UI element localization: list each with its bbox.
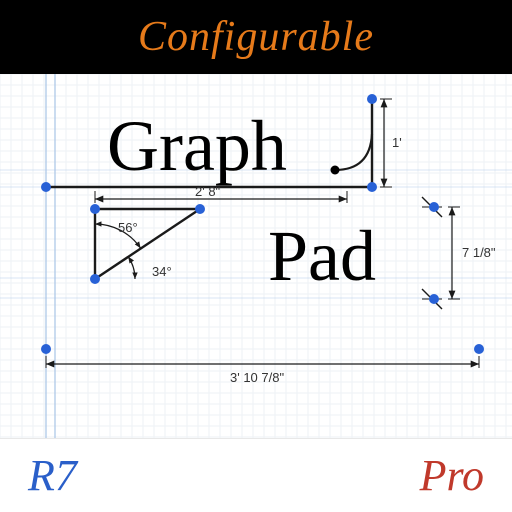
svg-text:34°: 34° — [152, 264, 172, 279]
drawing-canvas: Graph Pad 2' 8"3' 10 7/8"1'7 1/8"34°56° — [0, 74, 512, 438]
footer-edition: Pro — [420, 450, 484, 501]
header-band: Configurable — [0, 0, 512, 74]
word-graph: Graph — [107, 105, 287, 188]
svg-text:3' 10 7/8": 3' 10 7/8" — [230, 370, 284, 385]
svg-text:7 1/8": 7 1/8" — [462, 245, 496, 260]
svg-text:56°: 56° — [118, 220, 138, 235]
word-pad: Pad — [268, 215, 376, 298]
footer-version: R7 — [28, 450, 77, 501]
app-icon-root: Configurable Graph Pad 2' 8"3' 10 7/8"1'… — [0, 0, 512, 512]
svg-text:1': 1' — [392, 135, 402, 150]
header-title: Configurable — [138, 13, 374, 61]
footer-band: R7 Pro — [0, 438, 512, 512]
